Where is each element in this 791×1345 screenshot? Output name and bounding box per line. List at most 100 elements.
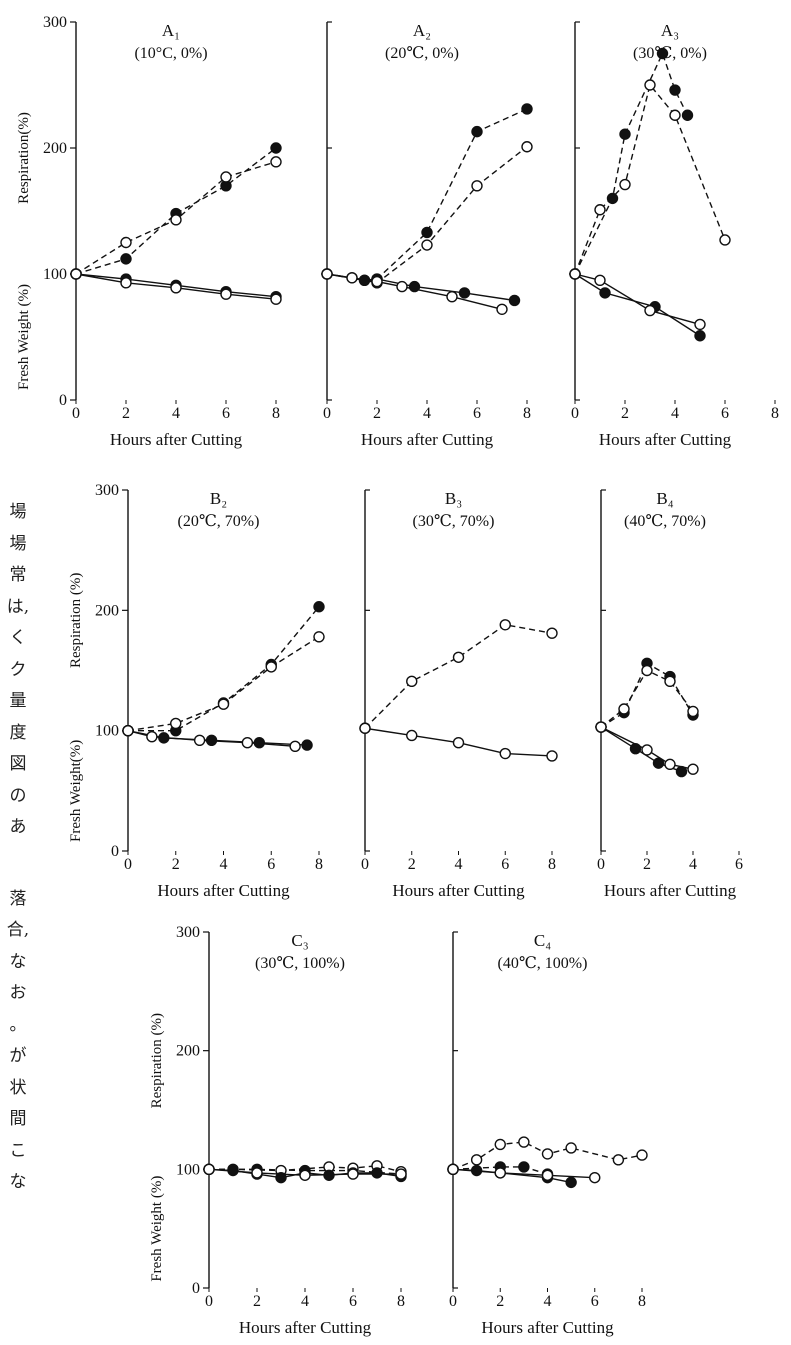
x-axis-label: Hours after Cutting — [361, 430, 494, 449]
data-point-open — [452, 737, 465, 749]
x-tick-label: 4 — [220, 856, 228, 873]
side-char: 場 — [9, 502, 27, 522]
data-point-open — [447, 1163, 459, 1176]
data-point-filled — [458, 287, 471, 299]
x-tick-label: 0 — [597, 856, 605, 873]
x-axis-label: Hours after Cutting — [239, 1318, 372, 1337]
series-line — [364, 624, 553, 729]
side-char: あ — [9, 817, 27, 837]
data-point-filled — [421, 226, 433, 239]
series-line — [600, 669, 694, 728]
y-axis-label-fresh-weight: Fresh Weight (%) — [16, 284, 32, 390]
y-tick-label: 0 — [111, 843, 119, 860]
y-axis-label-fresh-weight: Fresh Weight(%) — [68, 740, 84, 842]
data-point-open — [359, 722, 371, 734]
panel-subtitle: (30℃, 70%) — [413, 513, 495, 530]
x-tick-label: 2 — [621, 405, 629, 422]
data-point-open — [406, 675, 418, 688]
data-point-open — [241, 737, 254, 749]
data-point-open — [347, 1168, 359, 1180]
data-point-open — [664, 675, 676, 688]
side-char: は, — [6, 596, 30, 617]
data-point-filled — [629, 743, 642, 755]
data-point-open — [619, 178, 631, 191]
x-tick-label: 0 — [323, 405, 331, 422]
side-char: 落 — [9, 888, 27, 909]
data-point-filled — [694, 330, 706, 342]
x-tick-label: 4 — [301, 1293, 309, 1310]
panel-subtitle: (20℃, 0%) — [385, 45, 459, 62]
data-point-open — [170, 214, 182, 226]
y-tick-label: 300 — [95, 482, 119, 499]
data-point-filled — [313, 601, 325, 613]
panel-title: A₂ — [413, 21, 431, 40]
series-line — [127, 636, 320, 732]
panel-title: B₃ — [445, 489, 462, 508]
data-point-open — [546, 750, 558, 762]
x-tick-label: 0 — [205, 1293, 213, 1310]
data-point-open — [644, 304, 656, 317]
side-char: く — [9, 628, 27, 648]
x-tick-label: 8 — [771, 405, 779, 422]
x-tick-label: 4 — [423, 405, 431, 422]
data-point-open — [618, 703, 630, 715]
data-point-open — [217, 698, 230, 710]
data-point-open — [396, 280, 408, 293]
x-tick-label: 2 — [253, 1293, 261, 1310]
data-point-open — [265, 661, 277, 673]
data-point-open — [299, 1169, 311, 1181]
data-point-open — [421, 239, 433, 251]
x-axis-label: Hours after Cutting — [604, 881, 737, 900]
data-point-open — [565, 1142, 577, 1154]
data-point-open — [546, 627, 558, 639]
x-tick-label: 2 — [643, 856, 651, 873]
data-point-open — [521, 141, 533, 153]
panel-title: A₁ — [162, 21, 180, 40]
panel-title: C₃ — [291, 931, 308, 950]
y-axis-label-respiration: Respiration(%) — [16, 112, 32, 204]
x-tick-label: 4 — [455, 856, 463, 873]
side-char: 場 — [9, 533, 27, 554]
x-tick-label: 6 — [501, 856, 509, 873]
data-point-open — [499, 747, 511, 760]
data-point-open — [669, 109, 681, 121]
x-tick-label: 6 — [721, 405, 729, 422]
x-tick-label: 0 — [449, 1293, 457, 1310]
panel-b4: 0 2 4 6 Hours after Cutting B₄ (40℃, 70%) — [595, 489, 743, 900]
x-tick-label: 4 — [544, 1293, 552, 1310]
x-tick-label: 2 — [496, 1293, 504, 1310]
panel-subtitle: (40℃, 100%) — [498, 955, 588, 972]
x-tick-label: 6 — [349, 1293, 357, 1310]
data-point-filled — [270, 142, 282, 154]
data-point-open — [595, 721, 607, 733]
data-point-filled — [652, 757, 665, 769]
side-char: 図 — [9, 754, 27, 774]
x-tick-label: 6 — [735, 856, 743, 873]
data-point-filled — [371, 1167, 383, 1179]
data-point-filled — [227, 1164, 239, 1177]
data-point-open — [494, 1167, 506, 1179]
data-point-open — [120, 277, 132, 289]
data-point-open — [120, 236, 132, 249]
side-char: が — [9, 1046, 27, 1066]
data-point-open — [694, 318, 706, 331]
series-line — [75, 147, 277, 275]
data-point-open — [541, 1148, 554, 1160]
x-tick-label: 8 — [272, 405, 280, 422]
y-tick-label: 100 — [95, 723, 119, 740]
data-point-open — [395, 1168, 407, 1180]
series-line — [326, 108, 528, 282]
data-point-filled — [518, 1161, 530, 1173]
x-tick-label: 8 — [315, 856, 323, 873]
y-tick-label: 200 — [176, 1043, 200, 1060]
data-point-open — [220, 288, 232, 300]
data-point-open — [589, 1171, 601, 1184]
data-point-open — [220, 171, 232, 183]
data-point-filled — [599, 287, 611, 299]
data-point-open — [719, 234, 731, 246]
x-tick-label: 8 — [638, 1293, 646, 1310]
y-tick-label: 200 — [43, 140, 67, 157]
data-point-open — [122, 724, 134, 737]
data-point-filled — [675, 765, 688, 778]
